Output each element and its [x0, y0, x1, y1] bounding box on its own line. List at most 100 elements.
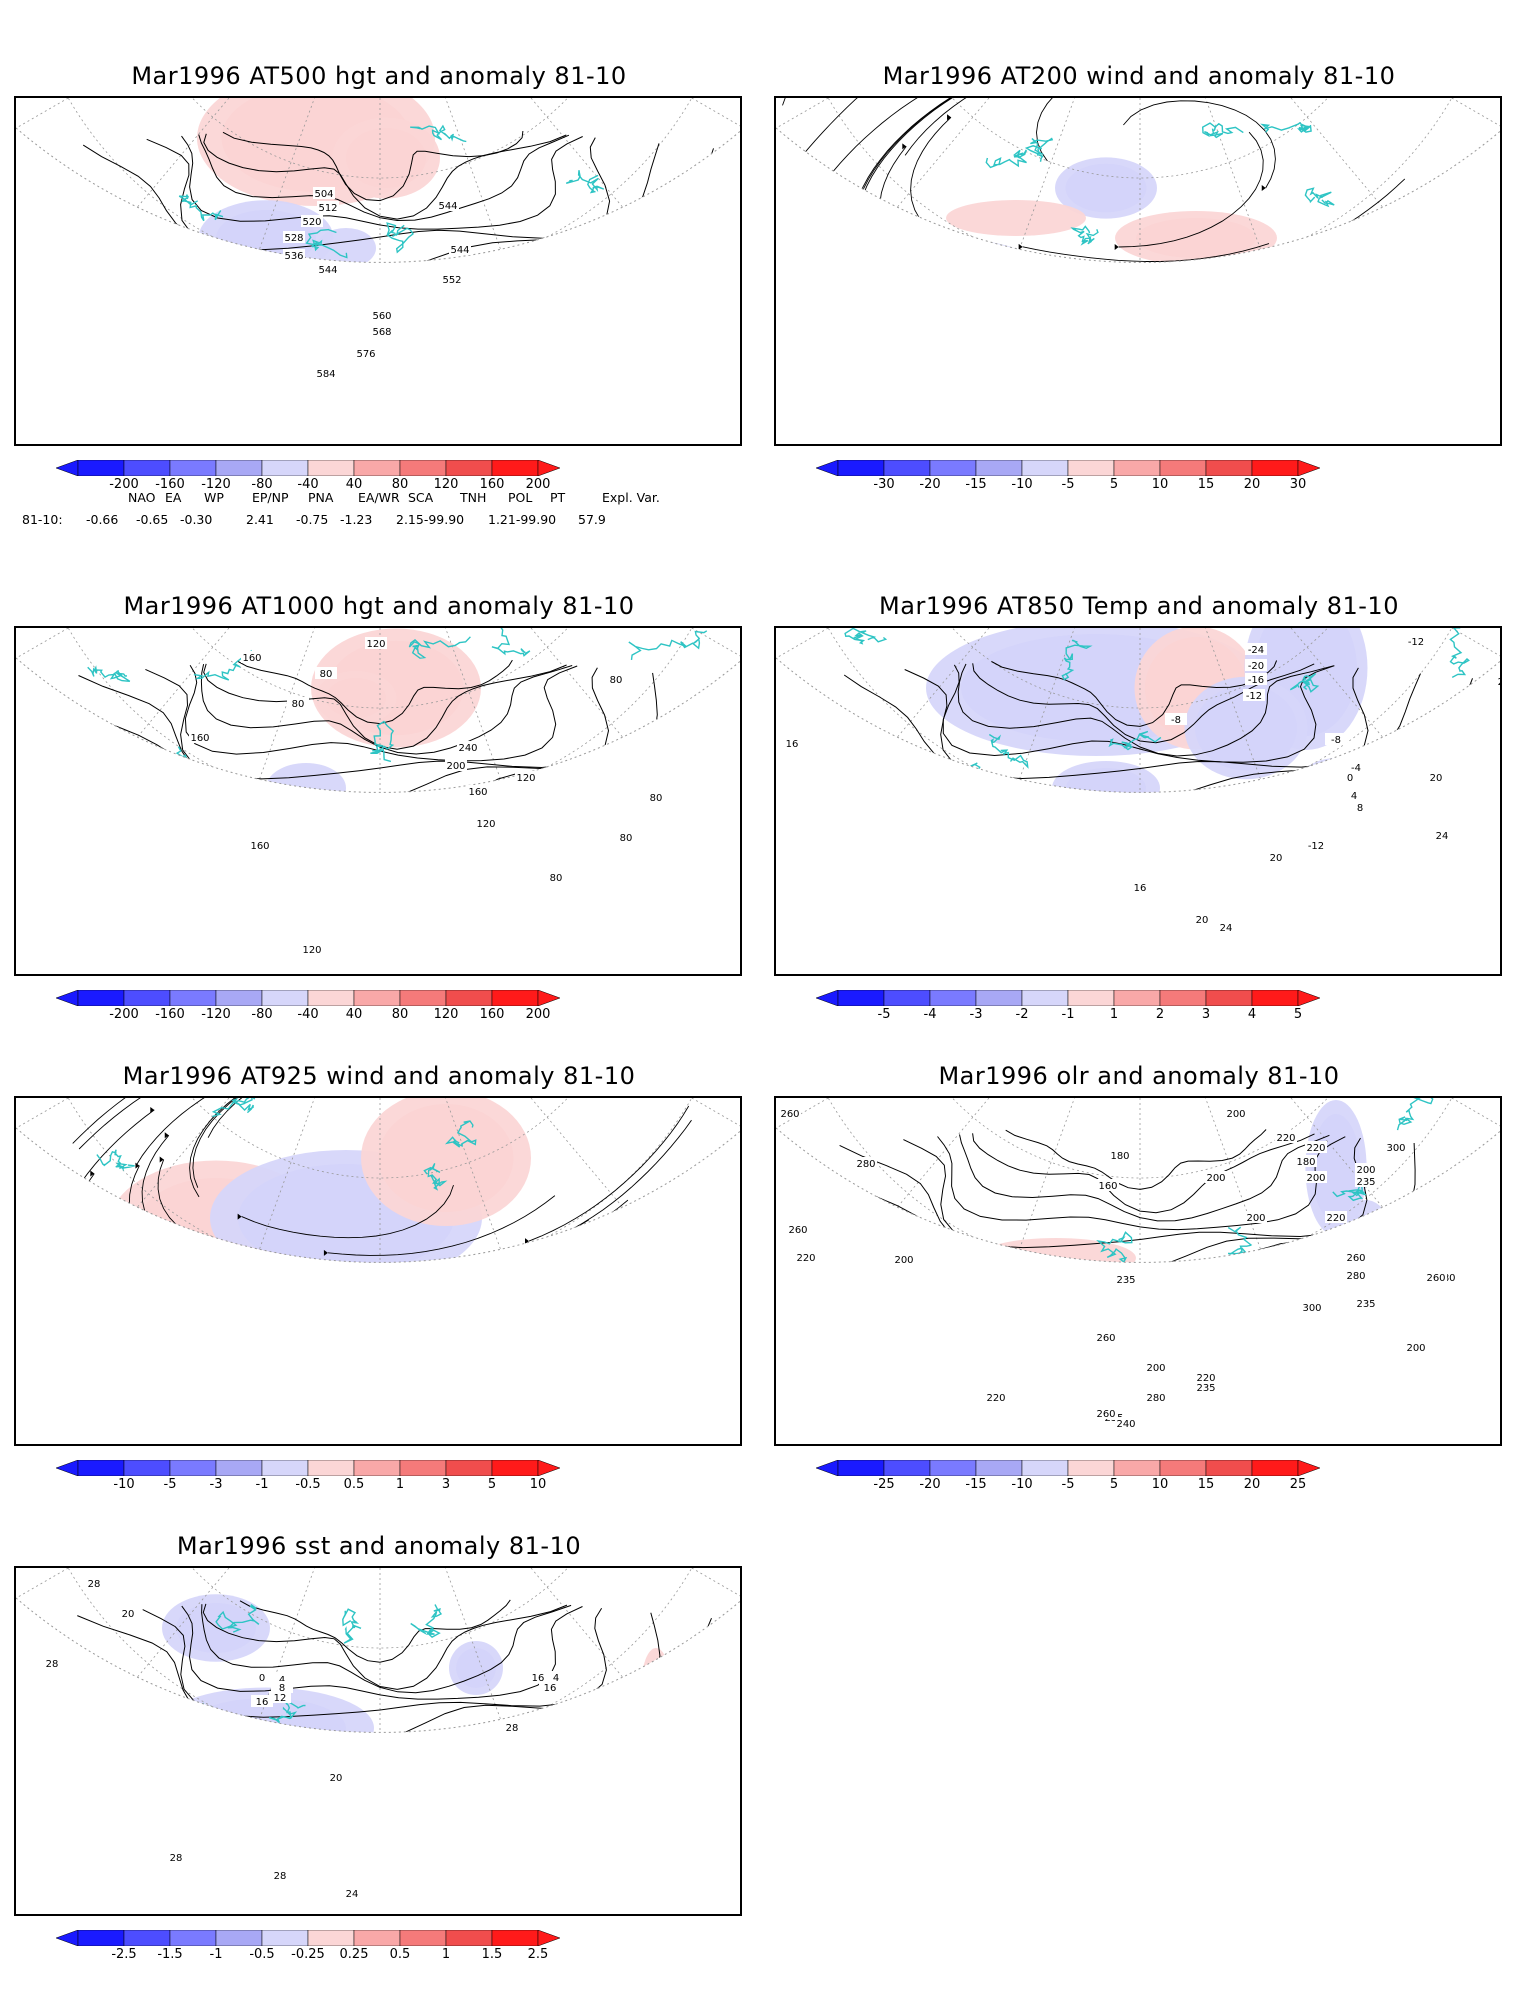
- contour-label-bg: [1195, 1371, 1217, 1383]
- colorbar-tick-label: -10: [1011, 1477, 1033, 1492]
- colorbar-segment: [399, 990, 447, 1006]
- streamline-arrow: [159, 1156, 164, 1163]
- contour-label: 528: [284, 233, 303, 244]
- contour-label: -12: [1408, 637, 1424, 648]
- colorbar-arrow-right: [537, 1930, 561, 1946]
- colorbar-segment: [1251, 1460, 1299, 1476]
- streamline: [981, 325, 1192, 415]
- contour-label-bg: [287, 697, 309, 709]
- coastline: [87, 665, 131, 682]
- map-field: [16, 1098, 740, 1384]
- coastline: [509, 1776, 526, 1790]
- contour-label-bg: [1129, 881, 1151, 893]
- colorbar-tick-label: -0.5: [249, 1947, 275, 1962]
- contour-label: 28: [506, 1723, 519, 1734]
- colorbar-arrow-left: [56, 990, 79, 1006]
- streamline: [207, 1098, 409, 1138]
- contour-label: -12: [1308, 841, 1324, 852]
- coastline: [366, 904, 405, 934]
- coastline: [1439, 1213, 1482, 1233]
- contour-label-bg: [1305, 839, 1327, 851]
- colorbar-tick-label: 15: [1197, 1477, 1215, 1492]
- colorbar-segment: [77, 460, 125, 476]
- streamline: [72, 1098, 270, 1144]
- contour-label: 16: [786, 739, 799, 750]
- contour-label-bg: [1245, 1211, 1267, 1223]
- contour-line: [16, 1643, 740, 1733]
- streamline: [676, 1203, 704, 1263]
- streamline: [782, 98, 797, 106]
- contour-label-bg: [539, 1681, 561, 1693]
- contour-label: 20: [330, 1773, 343, 1784]
- map-field: [16, 98, 740, 316]
- contour-label: -8: [1171, 715, 1181, 726]
- streamline-arrow: [674, 1378, 678, 1384]
- streamline-arrow: [1192, 265, 1196, 271]
- coastline: [565, 170, 605, 194]
- panel-title: Mar1996 AT500 hgt and anomaly 81-10: [131, 62, 627, 90]
- contour-label-bg: [317, 263, 339, 275]
- coastline: [547, 250, 591, 263]
- streamline: [776, 289, 891, 403]
- panel-title: Mar1996 sst and anomaly 81-10: [176, 1532, 582, 1560]
- contour-label: 536: [284, 251, 303, 262]
- coastline: [178, 194, 224, 222]
- longitude-line: [16, 628, 381, 793]
- colorbar-segment: [123, 990, 171, 1006]
- map-field: [16, 628, 740, 934]
- contour-label: 200: [1206, 1173, 1225, 1184]
- colorbar-segment: [1113, 460, 1161, 476]
- contour-label-bg: [325, 1771, 347, 1783]
- contour-label-bg: [437, 199, 459, 211]
- contour-label: 160: [242, 653, 261, 664]
- colorbar-tick-label: 0.5: [343, 1477, 365, 1492]
- coastline: [606, 899, 646, 919]
- map-svg: 160 120 80 80 240 200 160 120 80 160 160 120 120 80 80…: [16, 628, 740, 956]
- colorbar-segment: [883, 990, 931, 1006]
- map-boundary: [16, 657, 740, 793]
- streamline: [934, 256, 1169, 263]
- negative-anomaly-area: [176, 1268, 456, 1348]
- contour-label-bg: [545, 871, 567, 883]
- colorbar-segment: [1113, 1460, 1161, 1476]
- colorbar-segment: [1159, 1460, 1207, 1476]
- streamline: [853, 98, 962, 246]
- map-boundary: [776, 127, 1500, 263]
- streamline-arrow: [323, 1249, 328, 1256]
- contour-label: 16: [256, 1697, 269, 1708]
- coastline: [190, 1276, 229, 1301]
- panel-title: Mar1996 AT925 wind and anomaly 81-10: [122, 1062, 636, 1090]
- contour-line: [937, 1136, 1346, 1231]
- coastline: [386, 885, 412, 902]
- contour-label-bg: [781, 737, 803, 749]
- colorbar-segment: [215, 460, 263, 476]
- contour-label: 80: [550, 873, 563, 884]
- longitude-line: [379, 628, 740, 793]
- colorbar-segment: [261, 460, 309, 476]
- colorbar-segment: [77, 1930, 125, 1946]
- streamline-arrow: [164, 1132, 169, 1139]
- colorbar-segment: [261, 1930, 309, 1946]
- colorbar-segment: [307, 1460, 355, 1476]
- colorbar-tick-label: 4: [1247, 1007, 1257, 1022]
- contour-label-bg: [1405, 635, 1427, 647]
- contour-label: 552: [442, 275, 461, 286]
- longitude-line: [379, 98, 740, 263]
- colorbar-segment: [353, 1460, 401, 1476]
- positive-anomaly-area: [145, 1761, 307, 1856]
- negative-anomaly-area: [824, 1324, 1229, 1392]
- colorbar-tick-label: 0.25: [339, 1947, 369, 1962]
- streamline: [1118, 131, 1264, 248]
- colorbar-segment: [1113, 990, 1161, 1006]
- colorbar-segment: [883, 460, 931, 476]
- contour-label-bg: [1109, 1149, 1131, 1161]
- contour-label-bg: [475, 817, 497, 829]
- coastline: [484, 294, 510, 316]
- contour-label-bg: [1205, 1171, 1227, 1183]
- map-svg: -24 -20 -16 -12 -8 -12 -8 -40 48 -12 20 20 24 20 24 16 2…: [776, 628, 1500, 934]
- map-boundary: [776, 1127, 1500, 1263]
- colorbar-segment: [491, 460, 539, 476]
- colorbar-tick-label: -10: [113, 1477, 135, 1492]
- contour-label-bg: [467, 785, 489, 797]
- streamline: [1036, 98, 1192, 162]
